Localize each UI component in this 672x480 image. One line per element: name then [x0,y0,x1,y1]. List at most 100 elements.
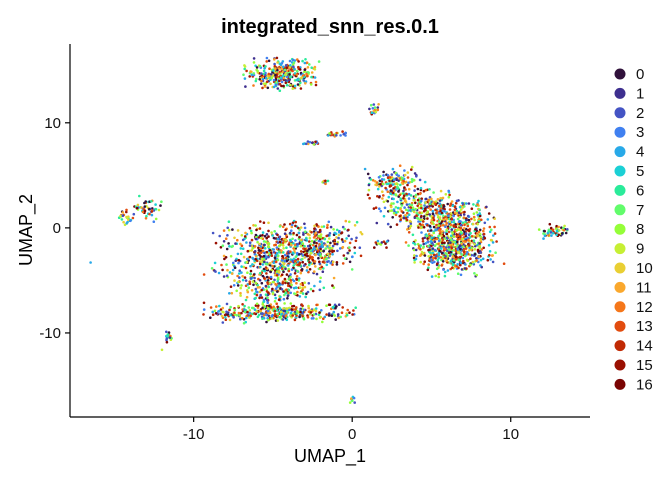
cell-point [495,240,498,243]
cell-point [307,304,310,308]
cell-point [211,231,215,235]
cell-point [445,217,449,221]
cell-point [375,221,379,225]
legend-swatch [614,184,626,196]
cell-point [465,245,469,248]
cell-point [226,226,229,230]
cell-point [417,220,420,223]
cell-point [420,197,424,200]
cell-point [368,196,371,200]
cell-point [287,291,290,295]
cell-point [214,241,218,245]
cell-point [282,315,286,319]
cell-point [466,251,469,254]
cell-point [439,189,443,193]
cell-point [348,249,351,252]
cell-point [262,243,266,247]
cell-point [398,164,402,167]
cell-point [550,234,553,237]
cell-point [238,276,241,279]
cell-point [392,189,396,192]
cell-point [222,229,226,232]
cell-point [230,291,234,295]
cell-point [267,235,270,238]
cell-point [297,226,300,230]
cell-point [434,228,437,231]
cell-point [282,297,286,301]
cell-point [297,60,300,63]
cell-point [432,231,436,235]
cell-point [431,205,435,208]
cell-point [245,295,249,299]
cell-point [282,247,285,250]
cell-point [478,214,482,218]
cell-point [322,225,326,228]
cell-point [280,249,283,253]
cell-point [281,244,285,247]
cell-point [291,237,294,241]
cell-point [239,252,243,256]
cell-point [317,313,321,317]
cell-point [435,223,438,227]
legend-label: 10 [636,260,653,277]
cell-point [253,308,257,312]
cell-point [308,247,311,251]
cell-point [121,211,125,214]
cell-point [260,296,264,299]
cell-point [459,226,463,230]
cell-point [277,298,281,302]
legend-label: 4 [636,144,644,161]
cell-point [296,244,299,248]
cell-point [467,244,471,247]
cell-point [448,220,452,224]
cell-point [344,131,347,135]
cell-point [234,242,237,245]
cell-point [284,79,287,82]
cell-point [292,65,295,68]
cell-point [321,245,324,248]
cell-point [422,189,426,193]
cell-point [419,186,423,190]
cell-point [335,134,338,137]
cell-point [299,244,303,248]
cell-point [249,264,252,268]
cell-point [261,234,264,237]
cell-point [360,232,364,236]
cell-point [404,208,408,212]
cell-point [424,242,428,245]
cell-point [379,243,383,246]
cell-point [308,268,312,271]
cell-point [125,208,128,212]
cell-point [449,223,453,227]
cell-point [449,241,452,244]
cell-point [335,242,339,246]
cell-point [256,240,259,244]
cell-point [319,267,322,271]
cell-point [424,201,428,204]
cell-point [450,228,454,231]
cell-point [202,313,205,316]
cell-point [320,225,324,229]
cell-point [467,238,470,242]
cell-point [295,281,298,285]
cell-point [402,216,406,220]
cell-point [292,279,296,283]
cell-point [241,278,245,282]
legend-swatch [614,262,626,274]
cell-point [318,316,322,319]
cell-point [228,308,231,312]
cell-point [315,317,318,321]
cell-point [369,178,373,181]
cell-point [295,69,299,73]
cell-point [291,314,295,317]
cell-point [260,281,264,285]
cell-point [304,82,307,85]
cell-point [431,256,435,260]
cell-point [218,234,221,238]
cell-point [466,224,470,228]
cell-point [326,240,330,244]
cell-point [445,232,449,236]
cell-point [318,288,322,292]
cell-point [249,269,253,273]
cell-point [355,220,359,224]
